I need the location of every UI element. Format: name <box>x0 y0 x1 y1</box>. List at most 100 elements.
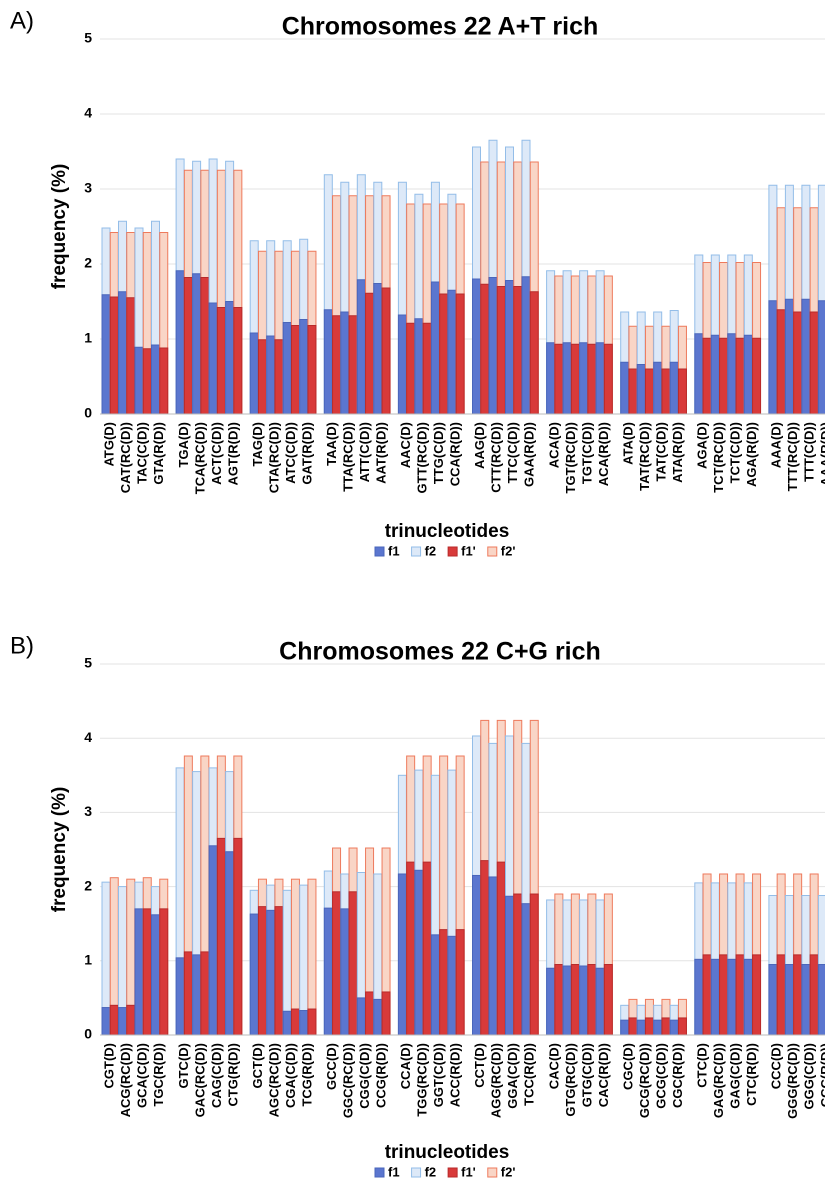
y-tick-label: 1 <box>84 952 92 968</box>
bar <box>225 851 235 1036</box>
bar <box>562 965 572 1036</box>
x-tick-label: TTC(C(D)) <box>505 422 520 483</box>
bar <box>274 906 284 1036</box>
legend-swatch <box>487 546 498 557</box>
x-tick-label: CCC(R(D)) <box>818 1043 825 1107</box>
bar <box>422 861 432 1036</box>
x-tick-label: ACC(R(D)) <box>448 1043 463 1107</box>
bar <box>801 298 811 415</box>
bar <box>677 1017 687 1036</box>
x-tick-label: GTT(RC(D)) <box>415 422 430 493</box>
x-tick-label: GCC(D) <box>324 1043 339 1090</box>
legend-swatch <box>411 1167 422 1178</box>
x-tick-label: GCT(D) <box>250 1043 265 1089</box>
bar <box>439 929 449 1036</box>
bar <box>365 292 375 415</box>
bar <box>570 964 580 1036</box>
y-tick-label: 1 <box>84 330 92 346</box>
x-tick-label: TGG(RC(D)) <box>415 1043 430 1117</box>
bar <box>529 291 539 415</box>
x-tick-label: TAT(C(D)) <box>653 422 668 481</box>
bar <box>644 368 654 415</box>
x-tick-label: GGT(C(D)) <box>431 1043 446 1107</box>
x-tick-label: CCA(R(D)) <box>448 422 463 486</box>
x-tick-label: TGA(D) <box>176 422 191 468</box>
bar <box>299 1010 309 1036</box>
bar <box>200 277 210 415</box>
bar <box>636 1019 646 1036</box>
y-tick-label: 3 <box>84 180 92 196</box>
panel-label: A) <box>10 7 34 34</box>
bar <box>126 297 136 415</box>
bar <box>109 1004 119 1036</box>
x-tick-label: TAG(D) <box>250 422 265 467</box>
y-axis-label: frequency (%) <box>49 164 70 290</box>
bar <box>784 964 794 1036</box>
bar <box>159 347 169 415</box>
x-tick-label: ACA(R(D)) <box>596 422 611 486</box>
x-tick-label: TGC(R(D)) <box>151 1043 166 1107</box>
bar <box>776 954 786 1036</box>
bar <box>562 342 572 415</box>
bar <box>784 298 794 415</box>
legend-label: f2' <box>501 1164 516 1179</box>
bar <box>282 322 292 415</box>
bar <box>513 286 523 415</box>
x-tick-label: GTG(C(D)) <box>579 1043 594 1107</box>
legend-label: f1 <box>388 543 400 558</box>
x-tick-label: AGA(D) <box>694 422 709 469</box>
bar <box>183 277 193 415</box>
bar <box>348 891 358 1036</box>
x-tick-label: ATT(C(D)) <box>357 422 372 482</box>
y-tick-label: 4 <box>84 729 92 745</box>
bar <box>216 307 226 415</box>
x-tick-label: CAG(C(D)) <box>209 1043 224 1108</box>
bar <box>661 1017 671 1036</box>
bar <box>323 907 333 1036</box>
x-tick-label: ACA(D) <box>546 422 561 468</box>
bar <box>669 361 679 415</box>
bar <box>768 300 778 415</box>
legend-swatch <box>487 1167 498 1178</box>
bar <box>233 837 243 1036</box>
y-tick-label: 4 <box>84 105 92 121</box>
bar <box>192 954 202 1036</box>
bar <box>743 958 753 1036</box>
bar <box>257 906 267 1036</box>
legend-swatch <box>374 546 385 557</box>
x-tick-label: TTA(RC(D)) <box>340 422 355 492</box>
x-tick-label: ACT(C(D)) <box>209 422 224 485</box>
bar <box>546 967 556 1036</box>
bar <box>134 908 144 1036</box>
bar <box>768 964 778 1036</box>
bar <box>183 951 193 1036</box>
x-tick-label: GAG(C(D)) <box>727 1043 742 1109</box>
chart-title: Chromosomes 22 A+T rich <box>282 13 599 41</box>
bar <box>175 957 185 1036</box>
y-tick-label: 3 <box>84 803 92 819</box>
bar <box>216 837 226 1036</box>
bar <box>307 325 317 415</box>
bar <box>455 293 465 415</box>
bar <box>299 319 309 415</box>
bar <box>661 368 671 415</box>
bar <box>480 283 490 415</box>
bar <box>200 951 210 1036</box>
x-tick-label: AGC(RC(D)) <box>266 1043 281 1117</box>
chart-title: Chromosomes 22 C+G rich <box>279 638 601 666</box>
bar <box>719 954 729 1036</box>
bar <box>620 1019 630 1036</box>
x-tick-label: CAC(D) <box>546 1043 561 1089</box>
bar <box>307 1008 317 1036</box>
bar <box>365 991 375 1036</box>
bar <box>710 958 720 1036</box>
bar <box>472 874 481 1036</box>
bar <box>151 914 160 1036</box>
x-tick-label: CGC(R(D)) <box>670 1043 685 1108</box>
bar <box>422 322 432 415</box>
bar <box>702 337 712 415</box>
bar <box>332 891 342 1036</box>
bar <box>356 279 366 415</box>
bar <box>628 1017 638 1036</box>
